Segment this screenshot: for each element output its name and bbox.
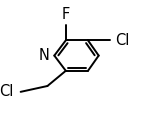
Text: N: N <box>39 48 50 63</box>
Text: Cl: Cl <box>0 84 14 99</box>
Text: Cl: Cl <box>116 33 130 48</box>
Text: F: F <box>62 7 70 22</box>
